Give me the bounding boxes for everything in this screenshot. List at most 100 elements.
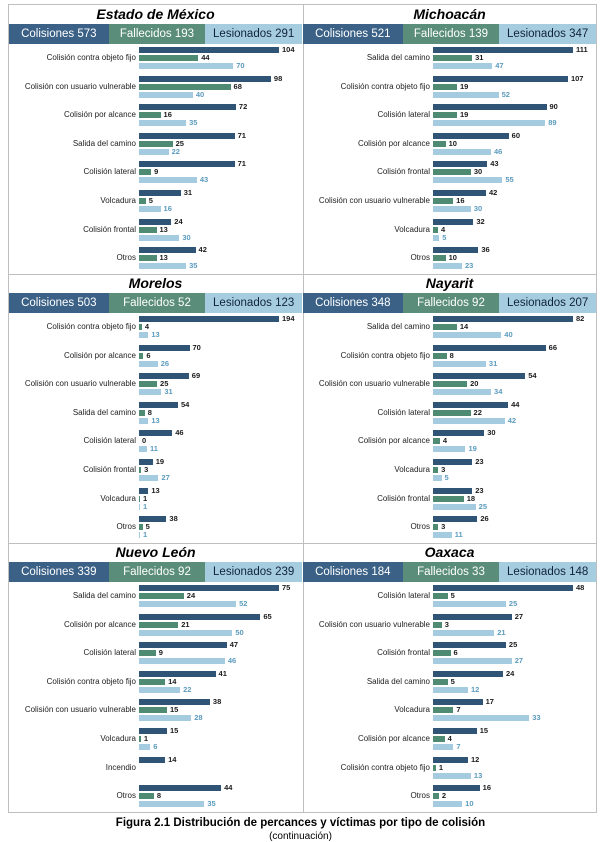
category-label: Volcadura bbox=[394, 224, 430, 234]
chart-title: Morelos bbox=[128, 275, 183, 291]
total-colisiones: Colisiones 348 bbox=[303, 293, 403, 313]
data-label-lesionados: 40 bbox=[504, 330, 513, 339]
bar-fallecidos bbox=[139, 707, 167, 714]
data-label-colisiones: 194 bbox=[282, 314, 295, 323]
bar-lesionados bbox=[433, 263, 462, 270]
category-label: Otros bbox=[410, 522, 430, 532]
data-label-fallecidos: 8 bbox=[147, 407, 152, 417]
total-label: Lesionados bbox=[213, 297, 272, 309]
bar-lesionados bbox=[139, 148, 169, 155]
bar-colisiones bbox=[433, 47, 573, 53]
bar-lesionados bbox=[139, 91, 193, 98]
data-label-fallecidos: 24 bbox=[186, 591, 196, 600]
data-label-colisiones: 71 bbox=[237, 159, 246, 169]
category-label: Colisión frontal bbox=[83, 224, 136, 234]
category-label: Colisión con usuario vulnerable bbox=[318, 196, 430, 205]
chart-title: Estado de México bbox=[96, 6, 215, 22]
data-label-colisiones: 66 bbox=[548, 342, 558, 352]
chart-title: Oaxaca bbox=[424, 544, 475, 560]
data-label-fallecidos: 5 bbox=[145, 522, 150, 532]
data-label-fallecidos: 10 bbox=[448, 253, 457, 263]
bar-fallecidos bbox=[139, 524, 143, 531]
data-label-lesionados: 12 bbox=[471, 684, 480, 694]
bar-fallecidos bbox=[139, 621, 179, 628]
category-label: Salida del camino bbox=[72, 138, 136, 148]
data-label-fallecidos: 3 bbox=[144, 465, 149, 474]
bar-lesionados bbox=[139, 63, 234, 69]
data-label-colisiones: 72 bbox=[238, 102, 248, 112]
bar-lesionados bbox=[433, 177, 503, 184]
data-label-lesionados: 52 bbox=[501, 89, 510, 99]
data-label-fallecidos: 4 bbox=[441, 224, 446, 234]
data-label-colisiones: 16 bbox=[482, 783, 491, 793]
data-label-fallecidos: 44 bbox=[201, 53, 210, 62]
bar-lesionados bbox=[139, 263, 187, 270]
category-label: Colisión lateral bbox=[83, 167, 136, 177]
bar-lesionados bbox=[433, 91, 499, 98]
bar-colisiones bbox=[139, 430, 173, 437]
bar-lesionados bbox=[433, 148, 492, 155]
data-label-fallecidos: 13 bbox=[159, 253, 168, 263]
data-label-colisiones: 24 bbox=[174, 216, 183, 226]
bar-lesionados bbox=[433, 629, 495, 636]
bar-fallecidos bbox=[433, 764, 436, 771]
data-label-fallecidos: 16 bbox=[456, 196, 465, 205]
total-value: 193 bbox=[174, 28, 195, 40]
data-label-colisiones: 48 bbox=[576, 583, 585, 592]
figure-subcaption: (continuación) bbox=[269, 831, 332, 842]
data-label-colisiones: 24 bbox=[506, 668, 515, 678]
category-label: Colisión por alcance bbox=[357, 436, 430, 446]
bar-colisiones bbox=[433, 756, 468, 763]
bar-fallecidos bbox=[433, 678, 448, 685]
data-label-fallecidos: 20 bbox=[470, 379, 479, 389]
data-label-colisiones: 43 bbox=[490, 159, 499, 169]
total-label: Colisiones bbox=[21, 566, 75, 578]
total-lesionados: Lesionados 347 bbox=[499, 24, 596, 44]
bar-fallecidos bbox=[433, 524, 439, 531]
bar-colisiones bbox=[139, 47, 279, 53]
totals-header: Colisiones 339 Fallecidos 92 Lesionados 23… bbox=[9, 562, 302, 582]
data-label-lesionados: 50 bbox=[235, 627, 244, 637]
figure-grid bbox=[8, 4, 597, 813]
bar-colisiones bbox=[433, 75, 568, 82]
bar-fallecidos bbox=[139, 140, 173, 147]
data-label-fallecidos: 30 bbox=[473, 167, 483, 177]
bar-lesionados bbox=[139, 206, 161, 212]
data-label-fallecidos: 22 bbox=[473, 407, 482, 417]
data-label-colisiones: 23 bbox=[475, 485, 484, 495]
data-label-lesionados: 16 bbox=[163, 204, 172, 213]
total-value: 573 bbox=[77, 28, 97, 40]
data-label-lesionados: 10 bbox=[465, 799, 474, 809]
category-label: Otros bbox=[116, 522, 136, 532]
bar-fallecidos bbox=[139, 226, 157, 233]
total-fallecidos: Fallecidos 92 bbox=[108, 562, 206, 582]
grid-divider-horizontal-1 bbox=[9, 274, 596, 275]
bar-colisiones bbox=[433, 344, 546, 351]
bar-fallecidos bbox=[433, 593, 448, 599]
bar-colisiones bbox=[433, 585, 573, 591]
bar-colisiones bbox=[139, 613, 261, 620]
data-label-colisiones: 75 bbox=[282, 583, 291, 592]
bar-lesionados bbox=[433, 360, 486, 367]
data-label-fallecidos: 19 bbox=[459, 81, 469, 91]
data-label-colisiones: 41 bbox=[218, 668, 227, 678]
bar-colisiones bbox=[433, 613, 512, 620]
data-label-lesionados: 30 bbox=[182, 232, 191, 242]
bar-fallecidos bbox=[433, 409, 471, 416]
bar-colisiones bbox=[139, 247, 196, 254]
bar-colisiones bbox=[433, 247, 479, 254]
data-label-fallecidos: 1 bbox=[143, 493, 148, 503]
total-label: Lesionados bbox=[213, 566, 272, 578]
data-label-colisiones: 12 bbox=[471, 754, 480, 764]
data-label-lesionados: 46 bbox=[494, 146, 503, 156]
data-label-colisiones: 104 bbox=[282, 45, 295, 54]
total-fallecidos: Fallecidos 33 bbox=[402, 562, 500, 582]
bar-colisiones bbox=[433, 459, 473, 465]
bar-lesionados bbox=[433, 332, 502, 338]
category-label: Colisión contra objeto fijo bbox=[340, 762, 430, 772]
bar-fallecidos bbox=[433, 226, 439, 233]
bar-lesionados bbox=[433, 475, 442, 481]
bar-fallecidos bbox=[433, 198, 454, 204]
data-label-lesionados: 1 bbox=[143, 530, 148, 540]
data-label-lesionados: 31 bbox=[488, 358, 498, 368]
